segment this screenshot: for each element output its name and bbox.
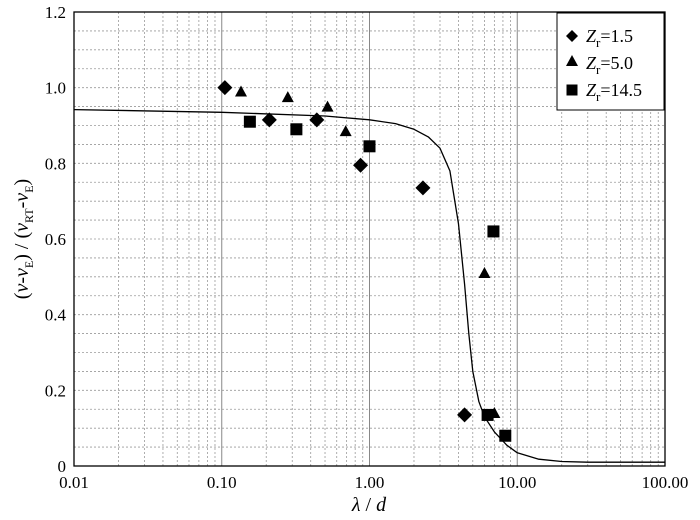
- y-axis-title: (ν-νE) / (νRT-νE): [11, 179, 36, 299]
- y-axis-divider: ) / (: [11, 232, 33, 261]
- y-tick-label: 0.6: [45, 230, 66, 249]
- plot-frame: [73, 11, 666, 467]
- marker-square: [243, 115, 256, 128]
- legend-z-1: Z: [586, 26, 597, 46]
- fit-curve-layer: [73, 108, 665, 463]
- y-tick-label: 1.0: [45, 79, 66, 98]
- y-axis-minus-2: -: [11, 202, 33, 209]
- y-axis-nu-1: ν: [11, 284, 33, 293]
- y-axis-nu-3: ν: [11, 223, 33, 232]
- x-tick-label: 10.00: [498, 473, 536, 492]
- legend-value-3: =14.5: [600, 80, 642, 100]
- legend-z-3: Z: [586, 80, 597, 100]
- legend-marker-diamond: [566, 30, 578, 42]
- marker-triangle: [281, 91, 294, 103]
- x-axis-lambda: λ: [351, 494, 361, 516]
- marker-diamond: [309, 112, 325, 128]
- marker-square: [290, 123, 303, 136]
- y-axis-paren-close: ): [11, 179, 33, 186]
- marker-diamond: [261, 112, 277, 128]
- tick-labels: 0.01 0.10 1.00 10.00 100.00 0 0.2 0.4 0.6 0.8 1.0 1…: [45, 3, 689, 492]
- x-axis-separator: /: [361, 494, 377, 516]
- marker-diamond: [353, 157, 369, 173]
- legend-sub-r-3: r: [596, 89, 601, 104]
- marker-square: [499, 429, 512, 442]
- y-axis-minus-1: -: [11, 277, 33, 284]
- marker-square: [481, 408, 494, 421]
- y-tick-label: 0.4: [45, 306, 67, 325]
- marker-triangle: [235, 85, 248, 97]
- legend-value-2: =5.0: [600, 53, 633, 73]
- y-axis-sub-e-2: E: [22, 185, 36, 192]
- legend-sub-r-2: r: [596, 62, 601, 77]
- y-tick-label: 0: [58, 457, 67, 476]
- x-axis-title: λ / d: [351, 494, 387, 516]
- marker-triangle: [321, 100, 334, 112]
- marker-square: [487, 225, 500, 238]
- marker-triangle: [478, 267, 491, 279]
- y-tick-label: 0.8: [45, 154, 66, 173]
- y-axis-nu-2: ν: [11, 268, 33, 277]
- legend-entry-zr-1-5: Zr=1.5: [586, 26, 633, 50]
- legend-marker-square: [566, 84, 578, 96]
- marker-square: [363, 140, 376, 153]
- y-axis-sub-rt: RT: [22, 208, 36, 223]
- marker-diamond: [415, 180, 431, 196]
- legend-entry-zr-5-0: Zr=5.0: [586, 53, 633, 77]
- legend-entry-zr-14-5: Zr=14.5: [586, 80, 642, 104]
- legend-sub-r-1: r: [596, 35, 601, 50]
- legend-marker-triangle: [566, 55, 578, 66]
- y-axis-sub-e-1: E: [22, 261, 36, 268]
- x-axis-d: d: [376, 494, 387, 516]
- x-tick-label: 0.01: [59, 473, 89, 492]
- legend-z-2: Z: [586, 53, 597, 73]
- x-tick-label: 0.10: [207, 473, 237, 492]
- marker-diamond: [217, 80, 233, 96]
- x-tick-label: 1.00: [355, 473, 385, 492]
- marker-diamond: [457, 407, 473, 423]
- x-tick-label: 100.00: [642, 473, 689, 492]
- fit-curve: [73, 108, 665, 463]
- y-axis-paren-open: (: [11, 292, 33, 299]
- legend-value-1: =1.5: [600, 26, 633, 46]
- data-markers: [217, 80, 512, 442]
- legend: Zr=1.5 Zr=5.0 Zr=14.5: [556, 12, 665, 111]
- y-tick-label: 0.2: [45, 381, 66, 400]
- y-axis-nu-4: ν: [11, 193, 33, 202]
- y-tick-label: 1.2: [45, 3, 66, 22]
- marker-triangle: [339, 125, 352, 137]
